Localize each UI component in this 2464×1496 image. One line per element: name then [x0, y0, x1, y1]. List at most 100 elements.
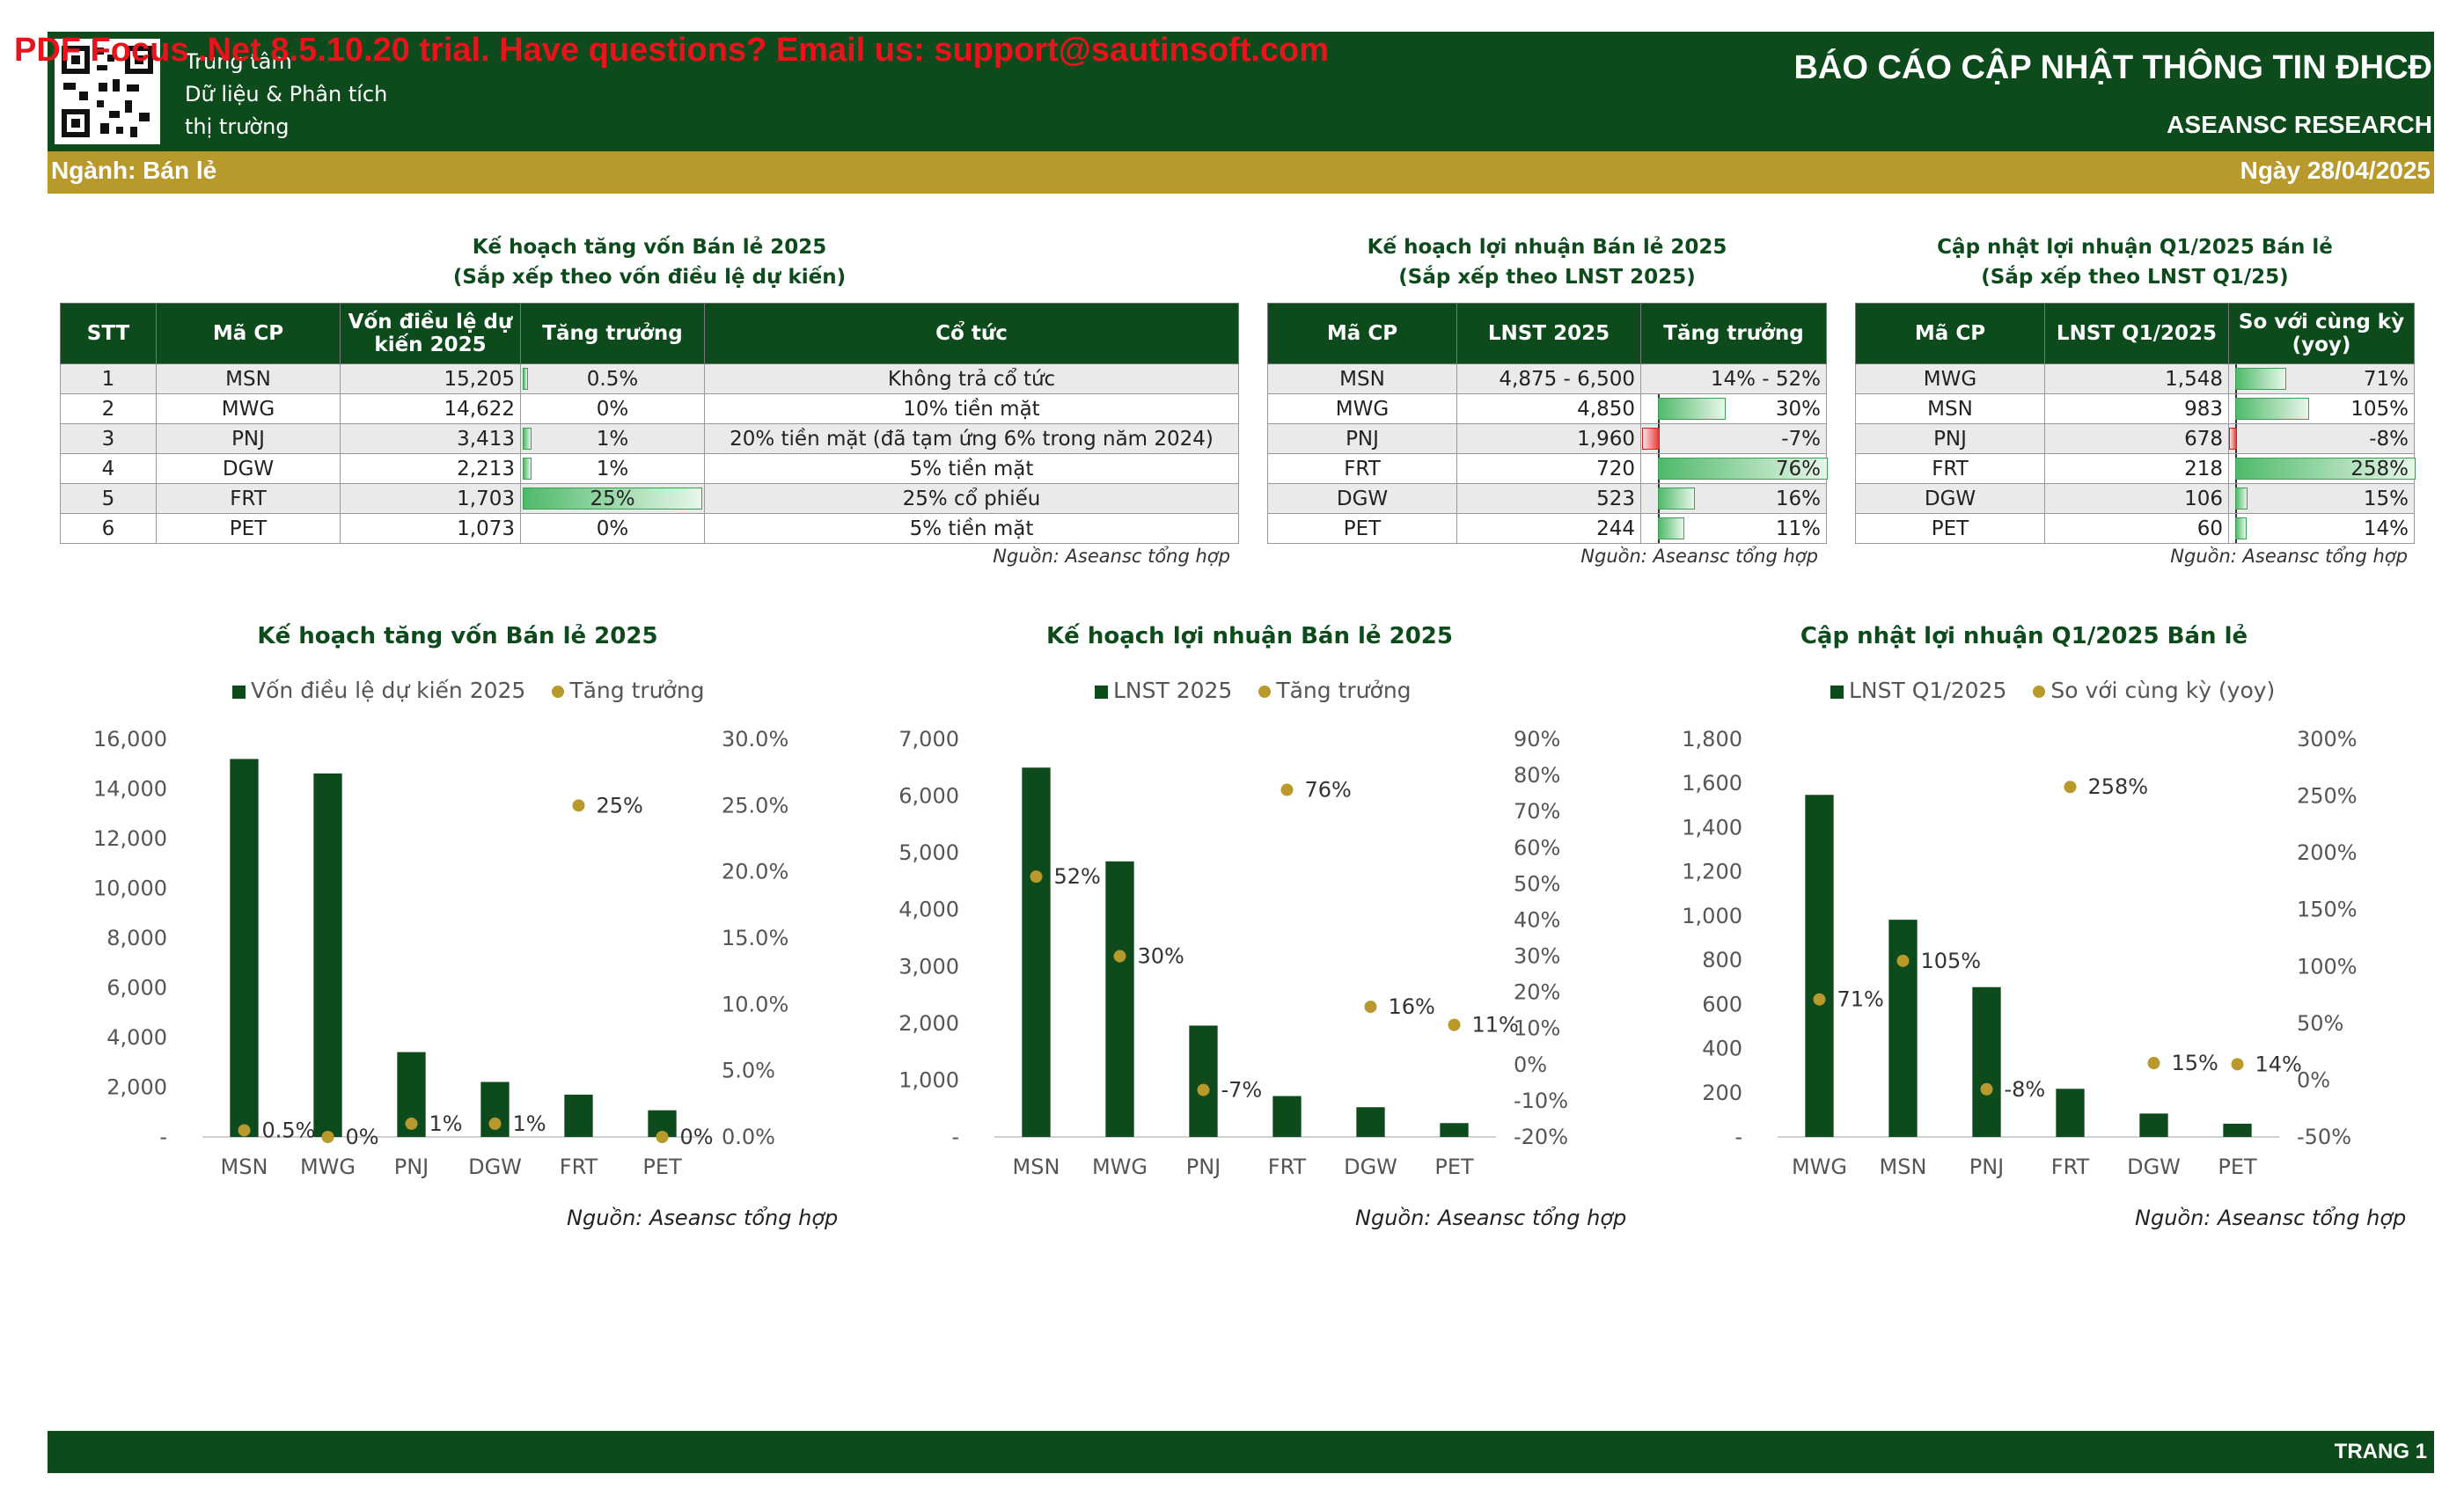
report-header — [48, 32, 2434, 151]
capital-plan-chart: - 2,000 4,000 6,000 8,000 10,000 12,000 14,000 1… — [93, 727, 788, 1179]
stt-cell: 4 — [60, 453, 157, 484]
y-tick-label: 12,000 — [93, 826, 167, 851]
profit-cell: 106 — [2044, 483, 2229, 514]
report-date: Ngày 28/04/2025 — [2240, 157, 2431, 184]
table2-source: Nguồn: Aseansc tổng hợp — [1580, 546, 1818, 567]
growth-databar — [2234, 398, 2310, 420]
y-tick-label: 400 — [1702, 1037, 1742, 1061]
capital-cell: 15,205 — [340, 363, 521, 394]
q1-profit-table: Mã CP LNST Q1/2025 So với cùng kỳ (yoy) … — [1855, 303, 2416, 544]
data-label: 25% — [597, 793, 643, 818]
y2-tick-label: 15.0% — [722, 926, 788, 950]
y2-tick-label: 50% — [2297, 1011, 2343, 1036]
growth-value: 0% — [596, 397, 629, 421]
y2-tick-label: -20% — [1514, 1125, 1568, 1149]
y2-tick-label: 5.0% — [722, 1059, 775, 1083]
growth-value: 14% - 52% — [1710, 367, 1821, 391]
table2-title: Kế hoạch lợi nhuận Bán lẻ 2025 (Sắp xếp … — [1367, 236, 1727, 289]
y2-tick-label: 0% — [1514, 1052, 1547, 1077]
growth-cell: 14% - 52% — [1640, 363, 1827, 394]
table-row: MWG 1,548 71% — [1855, 363, 2415, 394]
y-tick-label: 6,000 — [898, 784, 959, 809]
scatter-point — [321, 1131, 334, 1143]
x-tick-label: FRT — [2051, 1155, 2090, 1179]
y2-tick-label: 250% — [2297, 784, 2358, 809]
code-cell: MWG — [1855, 363, 2045, 394]
x-tick-label: PET — [2218, 1155, 2257, 1179]
scatter-point — [1448, 1018, 1461, 1031]
data-label: 11% — [1472, 1013, 1519, 1038]
bar — [313, 773, 342, 1137]
x-tick-label: MSN — [221, 1155, 268, 1179]
scatter-point — [1030, 870, 1043, 884]
sector-bar — [48, 151, 2434, 194]
data-label: 105% — [1921, 949, 1982, 973]
code-cell: PNJ — [1267, 423, 1457, 454]
dividend-cell: 5% tiền mặt — [704, 453, 1239, 484]
capital-cell: 3,413 — [340, 423, 521, 454]
col-header-profit: LNST 2025 — [1456, 303, 1641, 364]
chart3-source: Nguồn: Aseansc tổng hợp — [2135, 1206, 2407, 1230]
growth-value: 0.5% — [586, 367, 639, 391]
y-tick-label: 10,000 — [93, 876, 167, 901]
profit-cell: 4,850 — [1456, 393, 1641, 424]
legend-bar-swatch — [1830, 685, 1844, 699]
y2-tick-label: 150% — [2297, 898, 2358, 922]
table-row: PNJ 1,960 -7% — [1267, 423, 1827, 454]
scatter-point — [488, 1117, 502, 1130]
scatter-point — [572, 799, 585, 812]
code-cell: PET — [1267, 513, 1457, 544]
bar — [1356, 1107, 1385, 1137]
table-row: 6 PET 1,073 0% 5% tiền mặt — [60, 513, 1239, 544]
bar — [230, 759, 259, 1137]
y2-tick-label: 300% — [2297, 727, 2358, 752]
y2-tick-label: 20% — [1514, 980, 1560, 1005]
growth-databar — [2229, 428, 2237, 450]
y-tick-label: - — [1734, 1125, 1742, 1149]
capital-cell: 1,073 — [340, 513, 521, 544]
growth-value: 105% — [2350, 397, 2409, 421]
scatter-point — [1113, 950, 1126, 963]
y-tick-label: 800 — [1702, 948, 1742, 972]
profit-cell: 678 — [2044, 423, 2229, 454]
growth-cell: 30% — [1640, 393, 1827, 424]
profit-cell: 4,875 - 6,500 — [1456, 363, 1641, 394]
x-tick-label: FRT — [1268, 1155, 1307, 1179]
col-header-profit: LNST Q1/2025 — [2044, 303, 2229, 364]
profit-plan-table: Mã CP LNST 2025 Tăng trưởng MSN 4,875 - 6… — [1267, 303, 1828, 544]
code-cell: DGW — [1855, 483, 2045, 514]
dividend-cell: 20% tiền mặt (đã tạm ứng 6% trong năm 20… — [704, 423, 1239, 454]
code-cell: MSN — [156, 363, 341, 394]
table-row: FRT 720 76% — [1267, 453, 1828, 484]
table-row: 4 DGW 2,213 1% 5% tiền mặt — [60, 453, 1239, 484]
growth-databar — [523, 488, 702, 510]
scatter-point — [656, 1131, 669, 1143]
stt-cell: 5 — [60, 483, 157, 514]
scatter-point — [2147, 1057, 2160, 1070]
y-tick-label: 1,800 — [1682, 727, 1742, 752]
profit-cell: 523 — [1456, 483, 1641, 514]
growth-databar — [1657, 517, 1684, 539]
y2-tick-label: 0.0% — [722, 1125, 775, 1149]
y2-tick-label: 0% — [2297, 1067, 2330, 1092]
dividend-cell: 25% cổ phiếu — [704, 483, 1239, 514]
y2-tick-label: 50% — [1514, 871, 1560, 896]
sector-label: Ngành: Bán lẻ — [51, 157, 217, 184]
growth-value: 1% — [596, 427, 629, 451]
y2-tick-label: 200% — [2297, 840, 2358, 865]
scatter-point — [405, 1117, 418, 1130]
table-row: DGW 523 16% — [1267, 483, 1827, 514]
table-row: DGW 106 15% — [1855, 483, 2415, 514]
growth-databar — [2234, 488, 2248, 510]
data-label: -7% — [1221, 1078, 1263, 1103]
y-tick-label: 16,000 — [93, 727, 167, 752]
x-tick-label: FRT — [560, 1155, 598, 1179]
table-row: 3 PNJ 3,413 1% 20% tiền mặt (đã tạm ứng 6% t… — [60, 423, 1239, 454]
growth-databar — [1657, 398, 1727, 420]
growth-value: 258% — [2350, 457, 2409, 480]
legend-dot-swatch — [1258, 686, 1272, 698]
y2-tick-label: -50% — [2297, 1125, 2351, 1149]
report-subtitle: ASEANSC RESEARCH — [2167, 111, 2432, 138]
x-tick-label: DGW — [1344, 1155, 1397, 1179]
growth-databar — [2234, 458, 2416, 480]
